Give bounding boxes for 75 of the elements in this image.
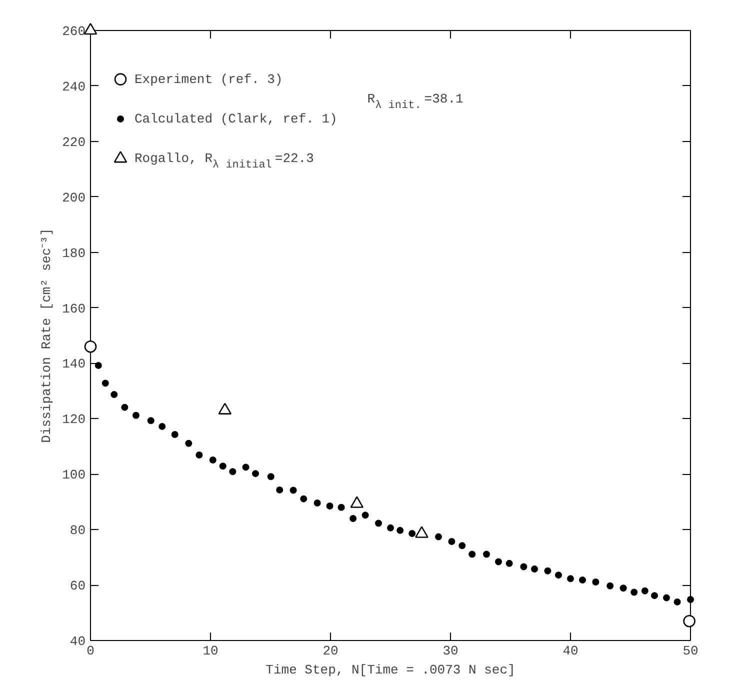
point <box>408 530 416 537</box>
point <box>185 440 192 447</box>
y-tick-label: 100 <box>62 468 86 483</box>
x-tick-label: 50 <box>682 644 698 658</box>
point <box>620 584 627 592</box>
x-tick-label: 10 <box>202 644 218 658</box>
point <box>242 464 250 471</box>
point <box>495 558 502 566</box>
point <box>171 430 178 438</box>
point <box>219 462 226 470</box>
point <box>84 340 97 353</box>
y-tick-label: 40 <box>70 634 86 649</box>
legend-label: Experiment (ref. 3) <box>134 72 283 87</box>
point <box>483 550 490 558</box>
point <box>350 515 357 522</box>
point <box>448 538 456 546</box>
point <box>94 362 102 369</box>
point <box>435 533 442 540</box>
x-tick-label: 40 <box>562 644 578 658</box>
point <box>641 587 648 594</box>
point <box>544 567 552 574</box>
point <box>300 495 308 502</box>
point <box>276 486 284 494</box>
point <box>630 588 638 596</box>
point <box>651 592 658 600</box>
y-tick-label: 220 <box>62 134 86 150</box>
point <box>290 486 297 494</box>
point <box>121 404 128 411</box>
point <box>110 391 118 398</box>
point <box>252 470 259 478</box>
point <box>531 565 538 572</box>
point <box>520 563 528 570</box>
point <box>375 520 382 527</box>
legend-label: Calculated (Clark, ref. 1) <box>134 111 338 126</box>
point <box>362 512 369 519</box>
point <box>314 499 321 506</box>
point <box>229 468 236 476</box>
point <box>196 452 203 458</box>
y-tick-label: 80 <box>70 523 86 538</box>
x-tick-label: 0 <box>86 644 94 658</box>
point <box>396 526 404 534</box>
point <box>84 22 98 35</box>
point <box>592 578 600 586</box>
point <box>674 598 681 606</box>
y-tick-label: 60 <box>70 578 86 594</box>
point <box>687 596 694 603</box>
point <box>338 504 345 511</box>
y-tick-label: 260 <box>62 24 86 39</box>
y-tick-label: 160 <box>62 301 86 316</box>
point <box>132 412 140 419</box>
y-tick-label: 140 <box>62 356 86 372</box>
point <box>147 417 154 424</box>
point <box>683 614 696 628</box>
y-tick-label: 200 <box>62 190 86 206</box>
point <box>387 524 394 532</box>
y-tick-label: 240 <box>62 79 86 94</box>
x-tick-label: 20 <box>322 644 338 658</box>
x-tick-label: 30 <box>442 644 458 658</box>
point <box>458 542 466 550</box>
point <box>158 422 166 430</box>
point <box>209 456 216 464</box>
point <box>567 575 574 582</box>
point <box>606 582 614 590</box>
point <box>468 550 476 558</box>
point <box>506 560 513 567</box>
y-tick-label: 180 <box>62 246 86 261</box>
y-tick-label: 120 <box>62 412 86 428</box>
point <box>579 576 586 584</box>
point <box>555 572 562 579</box>
point <box>102 380 109 387</box>
x-axis-title: Time Step, N[Time = .0073 N sec] <box>266 662 516 678</box>
point <box>326 502 334 510</box>
point <box>663 594 670 602</box>
y-axis-title: Dissipation Rate [cm² sec⁻³] <box>39 228 54 443</box>
point <box>267 473 274 480</box>
